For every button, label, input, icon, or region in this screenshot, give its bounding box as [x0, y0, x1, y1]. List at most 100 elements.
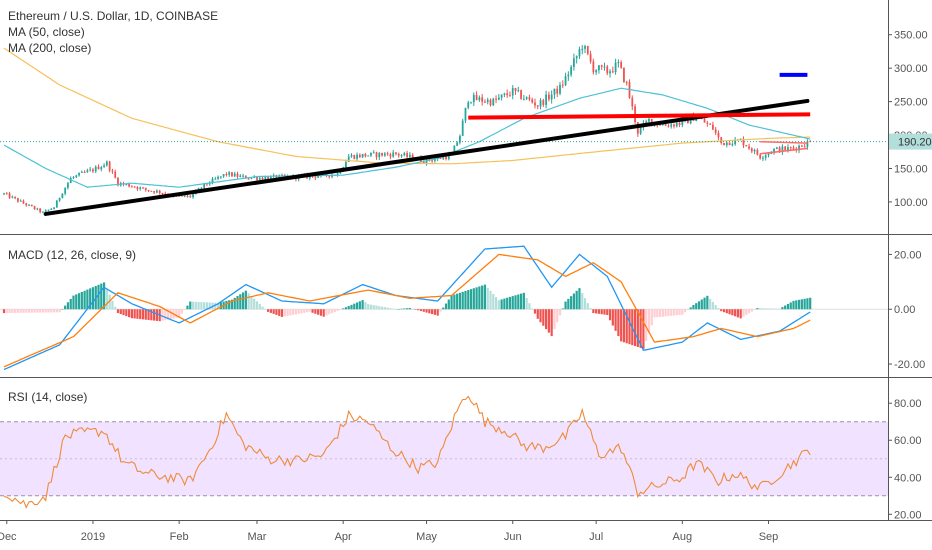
candle-up	[228, 172, 231, 175]
macd-hist-bar	[483, 284, 487, 310]
candle-up	[50, 208, 53, 210]
macd-hist-bar	[228, 300, 231, 310]
macd-hist-bar	[253, 298, 256, 310]
time-tick-label: Apr	[335, 531, 352, 543]
macd-hist-bar	[539, 309, 542, 323]
candle-up	[492, 98, 495, 106]
macd-hist-bar	[706, 295, 709, 310]
candle-up	[28, 204, 30, 206]
macd-hist-bar	[186, 305, 189, 310]
macd-hist-bar	[219, 302, 222, 310]
candle-down	[128, 184, 130, 187]
macd-hist-bar	[278, 309, 281, 316]
macd-hist-bar	[86, 289, 89, 310]
macd-hist-bar	[431, 309, 434, 315]
candle-up	[200, 187, 203, 189]
rsi-legend[interactable]: RSI (14, close)	[8, 390, 88, 404]
macd-hist-bar	[442, 307, 445, 310]
price-tick-label: 350.00	[894, 30, 928, 42]
macd-hist-bar	[453, 294, 456, 310]
macd-hist-bar	[781, 307, 784, 310]
macd-hist-bar	[714, 305, 717, 310]
macd-hist-bar	[550, 309, 553, 337]
macd-hist-bar	[736, 309, 740, 318]
candle-up	[767, 153, 770, 156]
macd-hist-bar	[36, 309, 39, 313]
candle-up	[308, 175, 311, 179]
candle-down	[650, 118, 653, 125]
macd-hist-bar	[531, 308, 534, 310]
candle-down	[158, 190, 161, 193]
macd-hist-bar	[180, 309, 184, 314]
candle-up	[400, 155, 403, 157]
rsi-layer	[3, 395, 811, 509]
macd-hist-bar	[645, 309, 648, 342]
ma200-legend[interactable]: MA (200, close)	[8, 41, 92, 55]
macd-hist-bar	[339, 309, 342, 310]
macd-hist-bar	[461, 291, 464, 310]
macd-hist-bar	[39, 309, 42, 313]
macd-hist-bar	[545, 309, 548, 330]
macd-legend[interactable]: MACD (12, 26, close, 9)	[8, 248, 137, 262]
macd-hist-bar	[403, 308, 406, 310]
macd-hist-bar	[747, 309, 751, 314]
candle-up	[383, 153, 386, 156]
candle-down	[256, 177, 258, 180]
macd-hist-bar	[789, 302, 792, 310]
macd-hist-bar	[153, 309, 156, 321]
macd-hist-bar	[417, 309, 420, 311]
candle-down	[611, 71, 614, 73]
macd-hist-bar	[486, 287, 489, 310]
macd-tick-label: -20.00	[894, 359, 925, 371]
macd-hist-bar	[458, 292, 462, 310]
macd-hist-bar	[275, 309, 278, 315]
macd-hist-bar	[239, 294, 242, 310]
candle-down	[528, 97, 531, 100]
candle-up	[478, 97, 481, 101]
candle-up	[139, 187, 142, 190]
macd-hist-bar	[364, 302, 367, 310]
macd-hist-bar	[189, 301, 192, 310]
chart-title[interactable]: Ethereum / U.S. Dollar, 1D, COINBASE	[8, 9, 219, 23]
candle-down	[586, 46, 589, 54]
macd-hist-bar	[564, 301, 567, 310]
ma50-legend[interactable]: MA (50, close)	[8, 25, 85, 39]
ma200-line	[3, 47, 811, 165]
macd-hist-bar	[778, 308, 781, 310]
candle-up	[472, 94, 475, 103]
macd-hist-bar	[150, 309, 153, 321]
macd-hist-bar	[450, 295, 453, 310]
macd-hist-bar	[233, 297, 236, 310]
candle-down	[667, 125, 670, 127]
macd-hist-bar	[361, 300, 364, 310]
candle-down	[481, 97, 484, 102]
candle-up	[350, 155, 353, 157]
candle-down	[606, 66, 609, 74]
lines-layer	[0, 47, 888, 216]
macd-hist-bar	[147, 309, 150, 320]
macd-hist-bar	[141, 309, 145, 320]
macd-hist-bar	[686, 309, 689, 310]
macd-hist-bar	[494, 297, 498, 310]
macd-hist-bar	[667, 309, 670, 317]
candle-up	[55, 200, 58, 208]
candle-down	[30, 204, 33, 207]
candle-down	[267, 176, 269, 180]
macd-hist-bar	[294, 309, 297, 315]
candle-down	[386, 153, 389, 155]
candle-up	[770, 152, 773, 154]
candle-up	[467, 102, 470, 108]
time-tick-label: Mar	[248, 531, 267, 543]
candle-up	[89, 169, 92, 171]
macd-hist-bar	[586, 303, 589, 310]
candle-up	[47, 209, 50, 211]
macd-hist-bar	[456, 293, 459, 310]
macd-hist-bar	[428, 309, 431, 314]
macd-hist-bar	[467, 290, 470, 310]
macd-hist-bar	[241, 292, 245, 310]
macd-hist-bar	[506, 297, 509, 310]
macd-hist-bar	[767, 308, 770, 310]
axis-layer: 100.00150.00200.00250.00300.00350.00-20.…	[0, 30, 932, 543]
macd-hist-bar	[283, 309, 286, 317]
